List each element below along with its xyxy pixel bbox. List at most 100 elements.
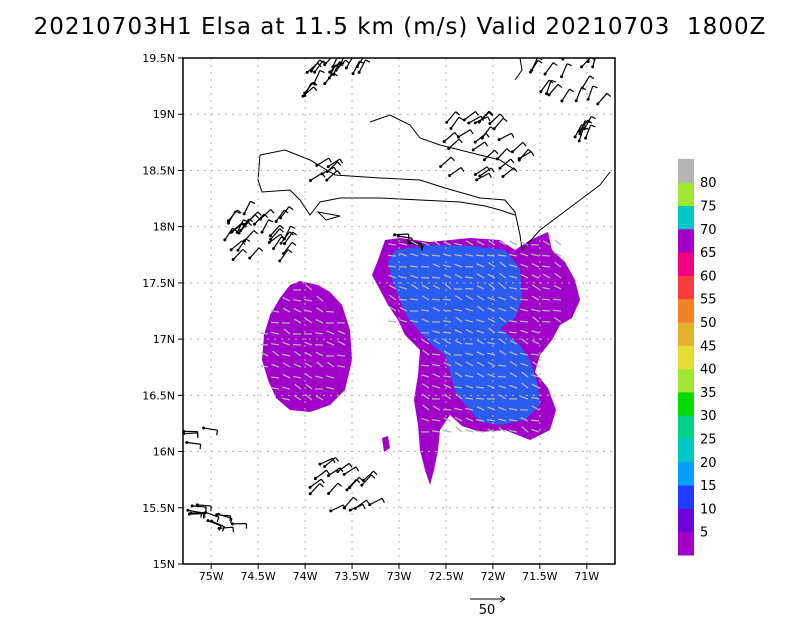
colorbar-label: 5 — [700, 526, 708, 541]
wind-barb — [440, 156, 452, 167]
wind-barb — [270, 228, 281, 240]
plot-title: 20210703H1 Elsa at 11.5 km (m/s) Valid 2… — [33, 14, 767, 40]
lon-tick-label: 73.5W — [334, 570, 369, 583]
wind-barb — [183, 432, 198, 435]
wind-barb — [394, 233, 409, 236]
wind-barb — [496, 148, 508, 160]
wind-barb — [481, 126, 491, 139]
longitude-axis: 75W 74.5W 74W 73.5W 73W 72.5W 72W 71.5W 71W — [199, 564, 599, 583]
wind-barb — [330, 504, 344, 512]
wind-barb — [499, 158, 512, 169]
colorbar-segment — [678, 461, 694, 486]
wind-barb — [358, 59, 367, 73]
wind-barb — [475, 166, 488, 175]
wind-speed-field — [262, 232, 580, 485]
wind-barb — [578, 127, 585, 142]
wind-barb — [540, 79, 550, 92]
wind-barb — [592, 58, 596, 67]
wind-barb — [324, 72, 335, 85]
colorbar-segment — [678, 531, 694, 556]
wind-barb — [207, 520, 222, 527]
wind-barb — [493, 117, 504, 130]
wind-barb — [518, 149, 529, 161]
wind-barb — [574, 124, 583, 138]
wind-barb — [584, 116, 592, 129]
wind-barb — [219, 526, 234, 529]
wind-barb — [468, 115, 482, 124]
lon-tick-label: 74.5W — [240, 570, 275, 583]
colorbar-label: 10 — [700, 502, 717, 517]
colorbar-label: 25 — [700, 433, 717, 448]
wind-barb — [283, 242, 293, 254]
wind-barb — [310, 59, 321, 72]
wind-barb — [335, 59, 347, 71]
wind-barb — [186, 441, 201, 445]
colorbar-label: 45 — [700, 339, 717, 354]
colorbar-label: 55 — [700, 293, 717, 308]
wind-barb — [260, 209, 271, 220]
wind-barb — [398, 235, 413, 239]
reference-vector: 50 — [470, 595, 506, 618]
wind-vectors — [259, 239, 562, 433]
wind-barb — [280, 206, 290, 219]
colorbar-segment — [678, 205, 694, 230]
colorbar-label: 60 — [700, 269, 717, 284]
wind-barb — [560, 63, 568, 77]
wind-barb — [313, 70, 321, 84]
wind-barb — [280, 231, 290, 244]
wind-barb — [211, 520, 225, 528]
wind-barb — [448, 138, 460, 150]
gridlines — [183, 58, 615, 564]
colorbar-label: 80 — [700, 176, 717, 191]
colorbar-segment — [678, 438, 694, 463]
colorbar-segment — [678, 182, 694, 206]
wind-barb — [321, 166, 335, 175]
colorbar-segment — [678, 508, 694, 533]
wind-barb — [587, 58, 590, 62]
wind-barb — [329, 61, 341, 73]
colorbar: 5 10 15 20 25 30 35 40 45 50 55 60 65 70 75 80 — [678, 158, 717, 556]
wind-barb — [458, 129, 471, 138]
colorbar-segment — [678, 391, 694, 416]
wind-barb — [561, 47, 571, 57]
wind-barb — [349, 476, 360, 488]
wind-barb — [369, 497, 383, 506]
wind-barbs — [183, 41, 612, 533]
colorbar-segment — [678, 415, 694, 439]
wind-barb — [268, 233, 282, 244]
colorbar-segment — [678, 368, 694, 393]
wind-barb — [408, 240, 422, 245]
wind-barb — [498, 132, 512, 141]
swath-core — [388, 245, 540, 425]
lat-tick-label: 18.5N — [142, 164, 175, 177]
colorbar-segment — [678, 252, 694, 276]
wind-barb — [536, 41, 543, 53]
wind-barb — [310, 172, 323, 182]
wind-barb — [489, 113, 501, 124]
colorbar-label: 35 — [700, 386, 717, 401]
lat-tick-label: 16N — [153, 446, 175, 459]
coastline — [257, 58, 611, 251]
reference-vector-label: 50 — [479, 603, 496, 618]
lon-tick-label: 72.5W — [428, 570, 463, 583]
latitude-axis: 15N 15.5N 16N 16.5N 17N 17.5N 18N 18.5N 19N 19.5N — [142, 52, 183, 571]
wind-barb — [309, 483, 321, 495]
wind-barb — [261, 219, 270, 233]
wind-barb — [275, 209, 285, 222]
colorbar-label: 50 — [700, 316, 717, 331]
wind-barb — [579, 120, 586, 134]
wind-barb — [449, 166, 462, 177]
lat-tick-label: 18N — [153, 221, 175, 234]
lat-tick-label: 15.5N — [142, 502, 175, 515]
lon-tick-label: 72W — [480, 570, 505, 583]
colorbar-segment — [678, 485, 694, 509]
swath-south-tail — [382, 436, 390, 452]
wind-barb — [284, 231, 294, 244]
lat-tick-label: 17.5N — [142, 277, 175, 290]
colorbar-label: 40 — [700, 363, 717, 378]
wind-barb — [231, 222, 244, 233]
wind-barb — [244, 230, 255, 242]
wind-barb — [443, 131, 456, 143]
wind-barb — [230, 240, 243, 251]
